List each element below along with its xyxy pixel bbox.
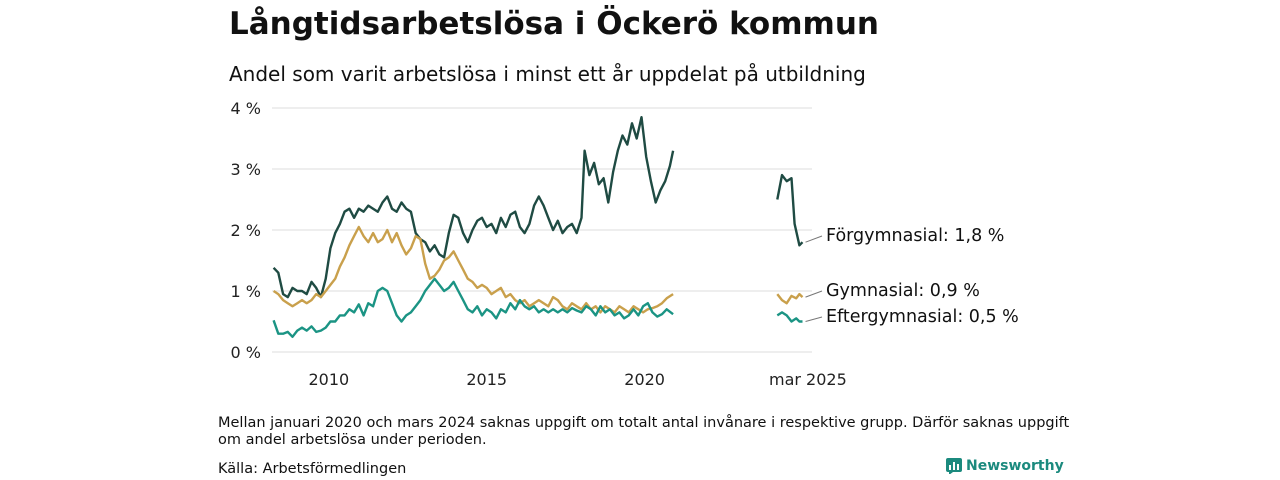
series-labels: Förgymnasial: 1,8 % Gymnasial: 0,9 % Efter… [805,226,1019,327]
x-tick-label: 2020 [624,370,665,389]
grid-lines [272,107,812,353]
x-tick-label: 2015 [466,370,507,389]
newsworthy-logo: Newsworthy [946,458,1064,474]
y-tick-label: 4 % [231,99,261,118]
series-label-eftergymnasial: Eftergymnasial: 0,5 % [826,307,1019,327]
x-tick-label: mar 2025 [769,370,847,389]
chart-title: Långtidsarbetslösa i Öckerö kommun [229,6,879,42]
label-leader-line [805,235,823,243]
y-tick-label: 0 % [231,343,261,362]
series-line-förgymnasial-0 [272,116,675,299]
y-tick-label: 1 % [231,282,261,301]
y-tick-label: 3 % [231,160,261,179]
series-line-eftergymnasial-0 [272,277,674,338]
y-axis-ticks: 0 % 1 % 2 % 3 % 4 % [231,99,261,362]
x-axis-ticks: 2010 2015 2020 mar 2025 [308,370,846,389]
series-label-gymnasial: Gymnasial: 0,9 % [826,281,980,301]
brand-name: Newsworthy [966,458,1064,474]
series-line-gymnasial-1 [776,292,804,305]
label-leader-line [805,316,823,322]
bar-chart-icon [946,458,962,474]
source-text: Källa: Arbetsförmedlingen [218,461,407,477]
label-leader-line [805,290,823,298]
footnote: Mellan januari 2020 och mars 2024 saknas… [218,415,1070,448]
x-tick-label: 2010 [308,370,349,389]
series-line-förgymnasial-1 [776,173,804,247]
series-label-förgymnasial: Förgymnasial: 1,8 % [826,226,1004,246]
y-tick-label: 2 % [231,221,261,240]
series-lines [272,116,804,338]
chart-subtitle: Andel som varit arbetslösa i minst ett å… [229,62,866,86]
series-line-eftergymnasial-1 [776,311,803,323]
series-line-gymnasial-0 [272,225,674,314]
